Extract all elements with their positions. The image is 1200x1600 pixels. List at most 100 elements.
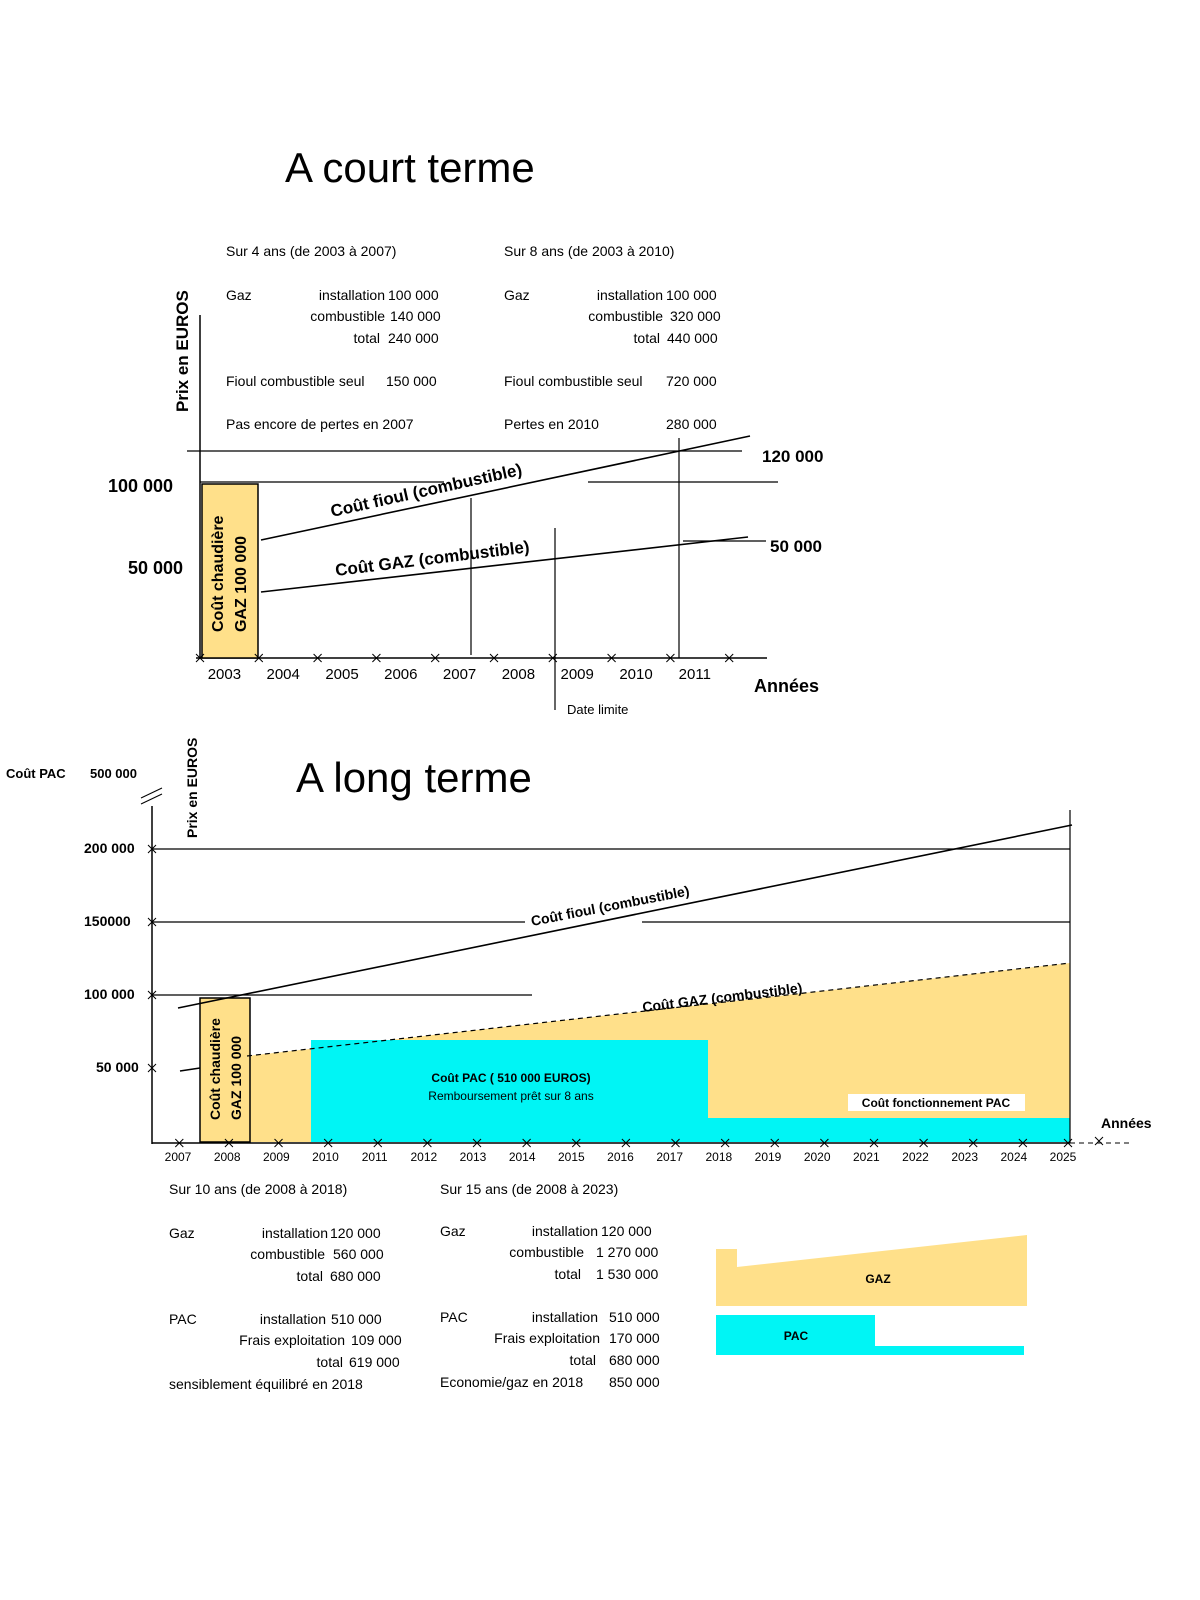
long-col2-frais-label: Frais exploitation (494, 1330, 600, 1346)
short-boiler-label-2: GAZ 100 000 (233, 536, 250, 632)
long-x-tick (323, 1138, 333, 1148)
long-x-tick (671, 1138, 680, 1148)
long-year-label: 2010 (312, 1150, 339, 1164)
long-boiler-label-2: GAZ 100 000 (228, 1036, 244, 1120)
long-col2-gaz: Gaz (440, 1223, 466, 1239)
long-col1-pac-total-label: total (317, 1354, 343, 1370)
short-ytick-100000: 100 000 (108, 476, 173, 496)
short-col2-inst-val: 100 000 (666, 287, 717, 303)
long-x-tick (919, 1138, 928, 1148)
short-year-label: 2004 (267, 666, 300, 683)
long-x-tick (423, 1138, 432, 1148)
long-x-axis-label: Années (1101, 1115, 1152, 1131)
short-year-label: 2009 (561, 666, 594, 683)
short-value-120000: 120 000 (762, 447, 823, 466)
long-pac-top-label: Coût PAC (6, 766, 66, 781)
short-x-tick (666, 653, 675, 663)
long-pac-top-value: 500 000 (90, 766, 137, 781)
short-col1-gaz: Gaz (226, 287, 252, 303)
short-year-labels: 2003 2004 2005 2006 2007 2008 2009 2010 2011 (208, 666, 711, 683)
long-col1-note: sensiblement équilibré en 2018 (169, 1376, 363, 1392)
long-info-col2: Sur 15 ans (de 2008 à 2023) Gaz installa… (440, 1181, 660, 1390)
long-x-tick (472, 1138, 482, 1148)
short-term-section: A court terme Sur 4 ans (de 2003 à 2007)… (108, 144, 823, 717)
short-boiler-bar (201, 483, 259, 659)
short-y-axis-label: Prix en EUROS (173, 290, 192, 412)
short-col1-fioul-label: Fioul combustible seul (226, 373, 365, 389)
short-date-limite-label: Date limite (567, 702, 628, 717)
long-x-tick (224, 1138, 234, 1148)
short-x-tick (195, 653, 205, 663)
short-col1-total-label: total (354, 330, 380, 346)
long-x-tick (522, 1138, 531, 1148)
long-col2-total-val: 1 530 000 (596, 1266, 658, 1282)
short-term-title: A court terme (285, 144, 535, 191)
long-col2-pac-inst-val: 510 000 (609, 1309, 660, 1325)
long-x-tick (869, 1138, 879, 1148)
short-x-ticks (195, 653, 734, 663)
long-col2-total-label: total (555, 1266, 581, 1282)
long-axis-break-2 (140, 793, 163, 805)
short-info-col1: Sur 4 ans (de 2003 à 2007) Gaz installat… (226, 243, 441, 432)
short-x-tick (724, 653, 734, 663)
long-pac-label-1: Coût PAC ( 510 000 EUROS) (431, 1071, 590, 1085)
long-mini-legend: GAZ PAC (716, 1235, 1027, 1355)
long-y-ticks (147, 844, 1104, 1146)
legend-gaz-shape (716, 1235, 1027, 1306)
long-x-tick (571, 1138, 581, 1148)
long-y-tick (147, 917, 157, 927)
short-col1-inst-val: 100 000 (388, 287, 439, 303)
legend-gaz-label: GAZ (865, 1272, 890, 1286)
long-year-labels: 2007 2008 2009 2010 2011 2012 2013 2014 2015 2016… (165, 1150, 1077, 1164)
short-col2-gaz: Gaz (504, 287, 530, 303)
long-year-label: 2014 (509, 1150, 536, 1164)
short-fioul-line (260, 435, 751, 541)
short-gaz-line (260, 536, 749, 593)
long-year-label: 2022 (902, 1150, 929, 1164)
long-col2-inst-label: installation (532, 1223, 598, 1239)
long-y-axis-label: Prix en EUROS (184, 738, 200, 838)
short-col1-pertes: Pas encore de pertes en 2007 (226, 416, 414, 432)
long-boiler-label-1: Coût chaudière (207, 1018, 223, 1120)
long-year-label: 2018 (705, 1150, 732, 1164)
long-term-title: A long terme (296, 754, 532, 801)
long-boiler-bar (199, 997, 251, 1143)
long-col1-inst-label: installation (262, 1225, 328, 1241)
long-col1-total-val: 680 000 (330, 1268, 381, 1284)
long-x-tick (820, 1138, 829, 1148)
long-col2-eco-val: 850 000 (609, 1374, 660, 1390)
short-x-tick (254, 653, 264, 663)
short-col2-total-val: 440 000 (667, 330, 718, 346)
long-x-ticks (174, 1138, 1073, 1148)
long-col1-pac-total-val: 619 000 (349, 1354, 400, 1370)
short-year-label: 2011 (679, 666, 711, 683)
short-col1-fioul-val: 150 000 (386, 373, 437, 389)
long-fonct-label: Coût fonctionnement PAC (862, 1096, 1011, 1110)
legend-pac-label: PAC (784, 1329, 809, 1343)
short-year-label: 2003 (208, 666, 241, 683)
short-col2-fioul-label: Fioul combustible seul (504, 373, 643, 389)
long-year-label: 2012 (410, 1150, 437, 1164)
short-year-label: 2008 (502, 666, 535, 683)
short-value-50000: 50 000 (770, 537, 822, 556)
long-col1-pac: PAC (169, 1311, 197, 1327)
long-year-label: 2008 (214, 1150, 241, 1164)
long-year-label: 2017 (656, 1150, 683, 1164)
long-y-tick (147, 844, 157, 854)
short-col2-comb-label: combustible (588, 308, 663, 324)
long-x-axis-end-tick (1094, 1136, 1104, 1146)
short-x-tick (548, 653, 558, 663)
long-col1-gaz: Gaz (169, 1225, 195, 1241)
long-pac-label-2: Remboursement prêt sur 8 ans (428, 1089, 593, 1103)
long-pac-running-area (708, 1118, 1070, 1142)
short-col2-heading: Sur 8 ans (de 2003 à 2010) (504, 243, 674, 259)
long-year-label: 2009 (263, 1150, 290, 1164)
short-col1-comb-label: combustible (310, 308, 385, 324)
long-x-tick (1063, 1138, 1073, 1148)
long-x-tick (621, 1138, 631, 1148)
short-year-label: 2010 (619, 666, 652, 683)
long-col1-comb-val: 560 000 (333, 1246, 384, 1262)
short-col1-total-val: 240 000 (388, 330, 439, 346)
short-col2-total-label: total (634, 330, 660, 346)
